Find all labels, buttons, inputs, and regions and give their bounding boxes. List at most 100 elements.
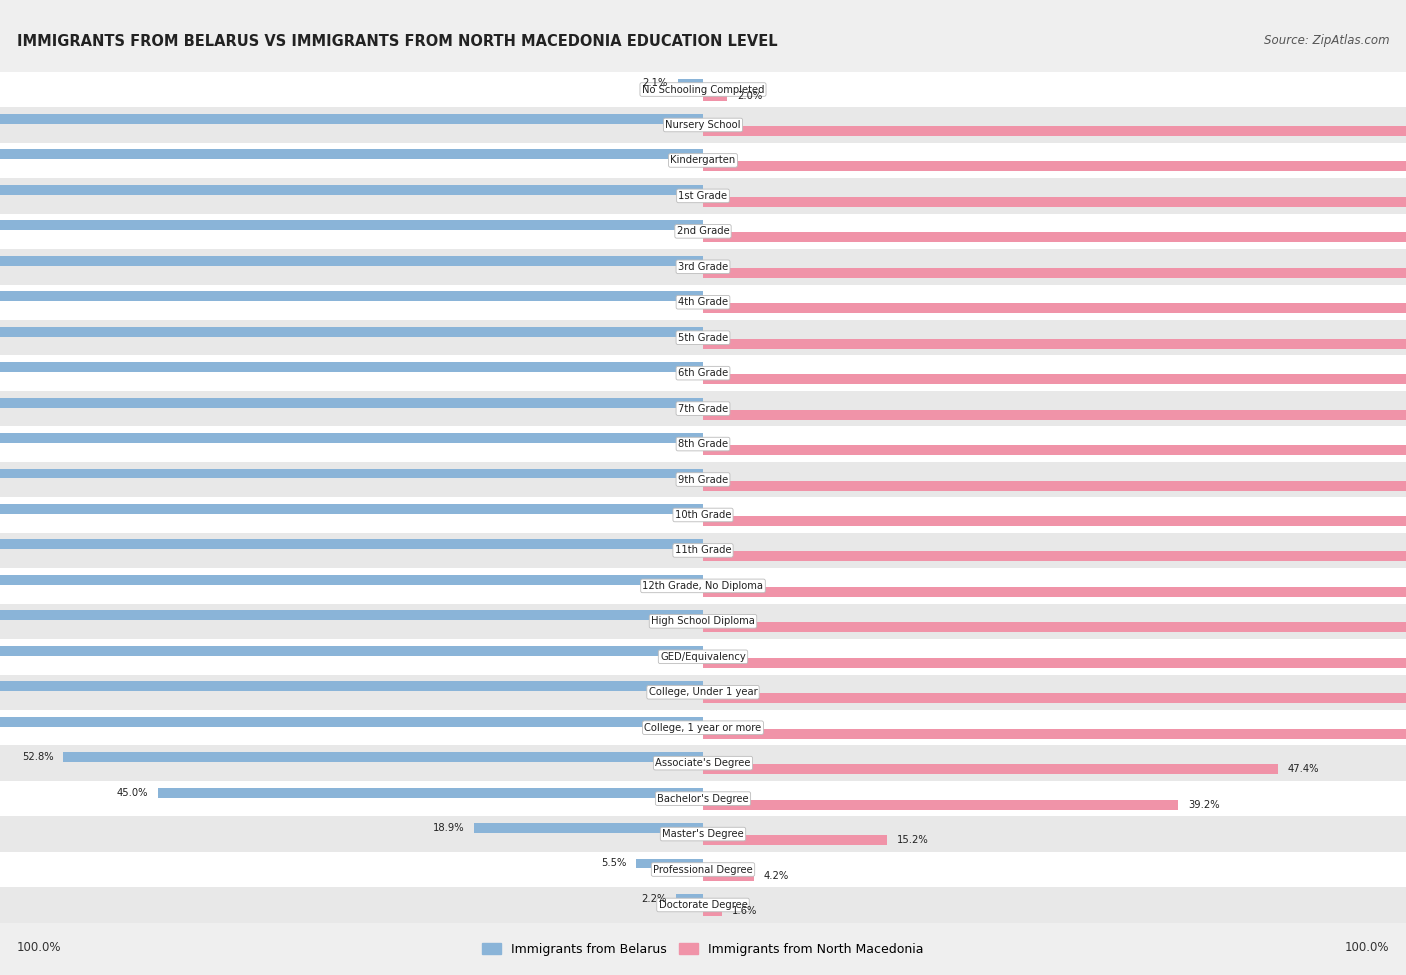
Text: 2.2%: 2.2% xyxy=(641,894,666,904)
Bar xyxy=(0,610,703,620)
Bar xyxy=(0,426,1406,462)
Bar xyxy=(703,906,723,916)
Text: GED/Equivalency: GED/Equivalency xyxy=(661,652,745,662)
Text: 47.4%: 47.4% xyxy=(1288,764,1319,774)
Bar xyxy=(703,800,1178,809)
Text: Master's Degree: Master's Degree xyxy=(662,829,744,839)
Bar xyxy=(703,446,1406,455)
Text: College, 1 year or more: College, 1 year or more xyxy=(644,722,762,732)
Bar xyxy=(0,107,1406,142)
Text: 10th Grade: 10th Grade xyxy=(675,510,731,520)
Bar xyxy=(703,162,1406,172)
Text: 100.0%: 100.0% xyxy=(17,941,62,955)
Bar xyxy=(0,433,703,443)
Bar xyxy=(703,268,1406,278)
Bar xyxy=(0,214,1406,249)
Text: 3rd Grade: 3rd Grade xyxy=(678,262,728,272)
Bar xyxy=(0,469,703,479)
Bar xyxy=(0,356,1406,391)
Text: 52.8%: 52.8% xyxy=(21,752,53,762)
Text: Nursery School: Nursery School xyxy=(665,120,741,130)
Bar xyxy=(703,126,1406,136)
Bar xyxy=(703,374,1406,384)
Text: 12th Grade, No Diploma: 12th Grade, No Diploma xyxy=(643,581,763,591)
Bar xyxy=(0,887,1406,922)
Bar xyxy=(0,852,1406,887)
Text: Kindergarten: Kindergarten xyxy=(671,155,735,166)
Text: 45.0%: 45.0% xyxy=(117,788,148,798)
Bar xyxy=(637,859,703,869)
Text: Professional Degree: Professional Degree xyxy=(654,865,752,875)
Text: 6th Grade: 6th Grade xyxy=(678,369,728,378)
Bar xyxy=(63,752,703,762)
Text: Source: ZipAtlas.com: Source: ZipAtlas.com xyxy=(1264,34,1389,47)
Text: High School Diploma: High School Diploma xyxy=(651,616,755,626)
Bar xyxy=(703,410,1406,419)
Bar xyxy=(0,816,1406,852)
Bar xyxy=(0,645,703,656)
Text: 9th Grade: 9th Grade xyxy=(678,475,728,485)
Bar xyxy=(0,327,703,336)
Bar xyxy=(0,710,1406,746)
Bar xyxy=(0,497,1406,532)
Text: 5th Grade: 5th Grade xyxy=(678,332,728,342)
Text: Doctorate Degree: Doctorate Degree xyxy=(658,900,748,910)
Bar xyxy=(0,604,1406,639)
Bar xyxy=(703,516,1406,526)
Bar xyxy=(0,539,703,549)
Bar xyxy=(0,462,1406,497)
Text: Associate's Degree: Associate's Degree xyxy=(655,759,751,768)
Text: No Schooling Completed: No Schooling Completed xyxy=(641,85,765,95)
Bar xyxy=(0,185,703,195)
Text: 2.1%: 2.1% xyxy=(643,79,668,89)
Bar xyxy=(0,249,1406,285)
Bar xyxy=(0,675,1406,710)
Bar xyxy=(703,232,1406,243)
Bar xyxy=(676,894,703,904)
Bar xyxy=(0,292,703,301)
Bar xyxy=(0,220,703,230)
Bar xyxy=(0,142,1406,178)
Bar xyxy=(157,788,703,798)
Text: 1.6%: 1.6% xyxy=(733,906,758,916)
Text: 4th Grade: 4th Grade xyxy=(678,297,728,307)
Text: College, Under 1 year: College, Under 1 year xyxy=(648,687,758,697)
Text: 100.0%: 100.0% xyxy=(1344,941,1389,955)
Text: 11th Grade: 11th Grade xyxy=(675,545,731,556)
Bar xyxy=(703,728,1406,739)
Bar xyxy=(703,622,1406,633)
Bar xyxy=(703,303,1406,313)
Bar xyxy=(0,717,703,726)
Bar xyxy=(0,178,1406,214)
Text: 8th Grade: 8th Grade xyxy=(678,439,728,449)
Bar xyxy=(0,504,703,514)
Legend: Immigrants from Belarus, Immigrants from North Macedonia: Immigrants from Belarus, Immigrants from… xyxy=(478,938,928,961)
Bar xyxy=(0,255,703,266)
Bar xyxy=(703,481,1406,490)
Text: 2nd Grade: 2nd Grade xyxy=(676,226,730,236)
Bar xyxy=(0,285,1406,320)
Bar xyxy=(0,320,1406,356)
Bar xyxy=(703,871,754,880)
Bar xyxy=(703,836,887,845)
Bar xyxy=(0,114,703,124)
Bar xyxy=(0,72,1406,107)
Bar xyxy=(0,575,703,585)
Bar xyxy=(703,552,1406,562)
Text: Bachelor's Degree: Bachelor's Degree xyxy=(657,794,749,803)
Text: 15.2%: 15.2% xyxy=(897,836,929,845)
Text: 18.9%: 18.9% xyxy=(433,823,464,833)
Bar xyxy=(0,398,703,408)
Bar xyxy=(703,764,1278,774)
Text: 2.0%: 2.0% xyxy=(737,91,762,100)
Bar xyxy=(0,568,1406,604)
Text: 4.2%: 4.2% xyxy=(763,871,789,880)
Bar xyxy=(0,781,1406,816)
Bar xyxy=(703,197,1406,207)
Text: IMMIGRANTS FROM BELARUS VS IMMIGRANTS FROM NORTH MACEDONIA EDUCATION LEVEL: IMMIGRANTS FROM BELARUS VS IMMIGRANTS FR… xyxy=(17,34,778,49)
Bar xyxy=(0,149,703,159)
Text: 5.5%: 5.5% xyxy=(602,859,627,869)
Bar xyxy=(678,79,703,89)
Text: 7th Grade: 7th Grade xyxy=(678,404,728,413)
Text: 1st Grade: 1st Grade xyxy=(679,191,727,201)
